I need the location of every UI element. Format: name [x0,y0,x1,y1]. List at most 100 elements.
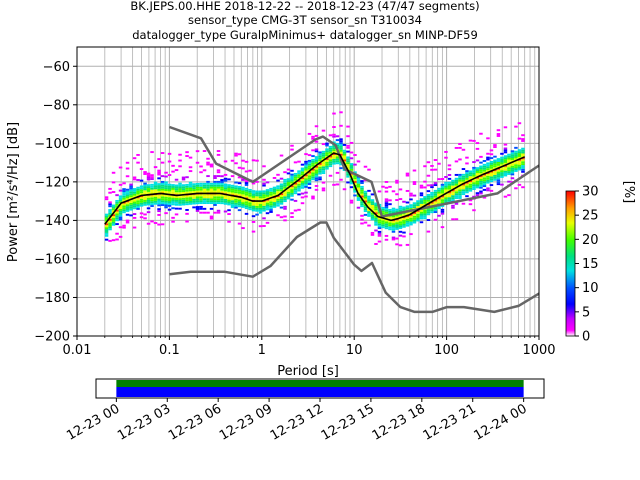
histogram-cell [328,165,333,168]
histogram-cell [419,186,424,189]
histogram-cell [374,210,378,213]
histogram-cell [517,183,522,186]
histogram-cell [174,190,179,193]
histogram-cell [202,202,207,205]
histogram-cell [321,164,326,167]
histogram-cell [118,206,123,209]
histogram-cell [118,214,123,217]
histogram-cell [514,152,518,155]
histogram-cell [521,140,525,142]
histogram-cell [174,207,179,210]
histogram-cell [325,165,329,168]
histogram-cell [209,194,214,197]
histogram-cell [339,167,343,170]
histogram-cell [286,191,291,194]
histogram-cell [437,189,441,192]
histogram-cell [223,198,228,201]
histogram-cell [230,206,235,208]
histogram-cell [118,208,123,211]
histogram-cell [153,191,158,194]
histogram-cell [255,180,259,183]
histogram-cell [209,184,214,187]
histogram-cell [143,217,147,220]
histogram-cell [440,187,445,190]
histogram-cell [234,198,238,201]
histogram-cell [276,185,280,188]
histogram-cell [342,188,347,191]
histogram-cell [146,197,151,200]
histogram-cell [479,171,483,174]
histogram-cell [472,209,476,212]
histogram-cell [136,204,140,207]
colorbar-tick-label: 0 [582,330,590,345]
histogram-cell [395,220,399,223]
histogram-cell [409,194,413,197]
histogram-cell [458,179,462,182]
histogram-cell [412,221,417,224]
histogram-cell [353,154,357,156]
histogram-cell [374,202,378,205]
histogram-cell [297,174,301,177]
histogram-cell [115,223,119,226]
histogram-cell [409,206,413,209]
histogram-cell [321,166,326,169]
histogram-cell [132,203,137,206]
histogram-cell [489,168,494,171]
histogram-cell [195,161,200,164]
histogram-cell [384,206,389,208]
histogram-cell [314,177,319,180]
histogram-cell [199,186,203,189]
histogram-cell [395,226,399,228]
histogram-cell [426,197,431,200]
histogram-cell [367,201,371,204]
histogram-cell [283,178,287,181]
histogram-cell [384,238,389,241]
histogram-cell [496,133,501,135]
histogram-cell [290,187,294,190]
histogram-cell [353,190,357,193]
histogram-cell [269,191,273,194]
histogram-cell [248,206,252,209]
histogram-cell [125,188,130,191]
histogram-cell [269,203,273,206]
histogram-cell [454,187,459,190]
histogram-cell [223,177,228,180]
x-axis-label: Period [s] [277,364,339,379]
histogram-cell [360,203,364,206]
histogram-cell [419,221,424,224]
histogram-cell [118,216,123,219]
histogram-cell [150,199,154,202]
histogram-cell [489,149,494,152]
histogram-cell [241,192,245,195]
histogram-cell [115,201,119,204]
histogram-cell [388,222,392,225]
histogram-cell [122,226,126,229]
histogram-cell [206,186,210,189]
histogram-cell [202,182,207,185]
histogram-cell [188,199,193,201]
histogram-cell [139,202,144,205]
histogram-cell [374,208,378,211]
histogram-cell [118,210,123,213]
histogram-cell [143,173,147,175]
histogram-cell [367,224,371,227]
histogram-cell [248,189,252,191]
histogram-cell [188,202,193,205]
histogram-cell [157,200,161,203]
histogram-cell [136,186,140,189]
histogram-cell [500,158,504,161]
histogram-cell [108,191,112,194]
histogram-cell [153,202,158,205]
histogram-cell [139,187,144,190]
histogram-cell [136,198,140,201]
histogram-cell [486,168,490,171]
histogram-cell [318,166,322,169]
histogram-cell [108,203,112,206]
histogram-cell [230,188,235,191]
histogram-cell [489,184,494,187]
histogram-cell [297,187,301,190]
histogram-cell [202,169,207,172]
histogram-cell [202,211,207,214]
histogram-cell [244,201,249,204]
histogram-cell [178,203,182,206]
